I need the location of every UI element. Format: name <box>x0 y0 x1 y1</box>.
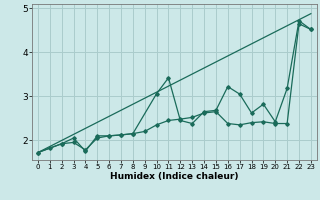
X-axis label: Humidex (Indice chaleur): Humidex (Indice chaleur) <box>110 172 239 181</box>
